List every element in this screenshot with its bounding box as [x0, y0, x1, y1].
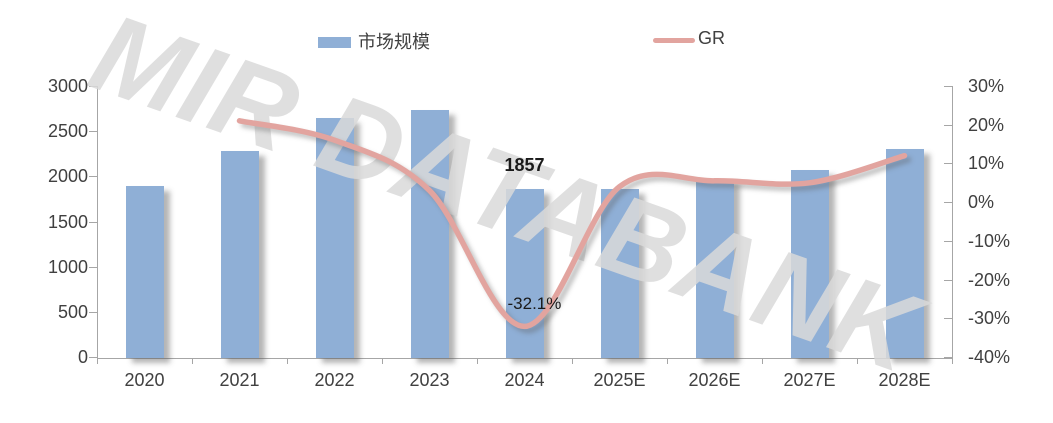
line-series-swatch: [653, 37, 695, 43]
bottom-axis-line: [97, 358, 953, 359]
x-axis-category-label: 2024: [504, 370, 545, 390]
x-axis-category-label: 2026E: [688, 370, 741, 390]
right-axis-tick-label: 30%: [968, 76, 1005, 96]
x-axis-category-label: 2025E: [593, 370, 646, 390]
left-axis-tickmark: [89, 266, 97, 268]
x-axis-tickmark: [192, 358, 193, 364]
right-axis-tickmark: [944, 318, 952, 320]
left-axis-tickmark: [89, 221, 97, 223]
legend-item-market-size: 市场规模: [318, 28, 430, 54]
bar-2024: [505, 189, 544, 358]
left-axis-tickmark: [89, 176, 97, 178]
x-axis-tickmark: [667, 358, 668, 364]
legend-label-market-size: 市场规模: [358, 32, 430, 52]
right-axis-tickmark: [944, 279, 952, 281]
legend-label-gr: GR: [698, 28, 725, 48]
left-axis-tick-label: 2500: [47, 121, 88, 142]
right-axis-line: [952, 86, 953, 358]
right-axis-tickmark: [944, 202, 952, 204]
right-axis-tick-label: 10%: [968, 153, 1005, 174]
x-axis-tickmark: [572, 358, 573, 364]
right-axis-tick-label: -30%: [968, 308, 1011, 329]
left-axis-tick-label: 1000: [47, 256, 88, 277]
right-axis-tick-label: -10%: [968, 230, 1011, 251]
right-axis-tick-label: 20%: [968, 114, 1005, 135]
bar-2025E: [600, 188, 639, 358]
x-axis-tickmark: [952, 358, 953, 364]
x-axis-tickmark: [287, 358, 288, 364]
x-axis-category-label: 2023: [409, 370, 450, 390]
right-axis-tickmark: [944, 163, 952, 165]
x-axis-category-label: 2020: [124, 370, 165, 390]
bar-series-swatch: [318, 37, 351, 48]
right-axis-tickmark: [944, 124, 952, 126]
bar-2027E: [790, 170, 829, 358]
right-axis-tick-label: 0%: [968, 192, 995, 213]
x-axis-tickmark: [382, 358, 383, 364]
bar-2023: [410, 110, 449, 358]
left-axis-tick-label: 0: [77, 347, 88, 367]
right-axis-tickmark: [944, 86, 952, 87]
x-axis-tickmark: [857, 358, 858, 364]
right-axis-tick-label: -40%: [968, 347, 1011, 367]
right-axis-tickmark: [944, 240, 952, 242]
bar-2021: [220, 151, 259, 358]
x-axis-tickmark: [477, 358, 478, 364]
x-axis-category-label: 2027E: [783, 370, 836, 390]
bar-2026E: [695, 179, 734, 358]
x-axis-category-label: 2022: [314, 370, 355, 390]
left-axis-tick-label: 2000: [47, 166, 88, 187]
left-axis-tickmark: [89, 357, 97, 358]
left-axis-tickmark: [89, 131, 97, 133]
x-axis-category-label: 2021: [219, 370, 260, 390]
legend: 市场规模 GR: [0, 24, 1053, 56]
bar-2022: [315, 117, 354, 358]
bar-2028E: [885, 149, 924, 358]
left-axis-line: [97, 86, 98, 358]
bar-value-label: 1857: [504, 155, 545, 176]
left-axis-tickmark: [89, 311, 97, 313]
right-axis-tick-label: -20%: [968, 269, 1011, 290]
left-axis-tickmark: [89, 86, 97, 87]
x-axis-tickmark: [97, 358, 98, 364]
right-axis-tickmark: [944, 357, 952, 358]
line-value-label: -32.1%: [507, 294, 562, 314]
left-axis-tick-label: 1500: [47, 211, 88, 232]
bar-2020: [125, 186, 164, 358]
x-axis-tickmark: [762, 358, 763, 364]
x-axis-category-label: 2028E: [878, 370, 931, 390]
left-axis-tick-label: 500: [57, 301, 88, 322]
left-axis-tick-label: 3000: [47, 76, 88, 96]
legend-item-gr: GR: [653, 28, 725, 49]
